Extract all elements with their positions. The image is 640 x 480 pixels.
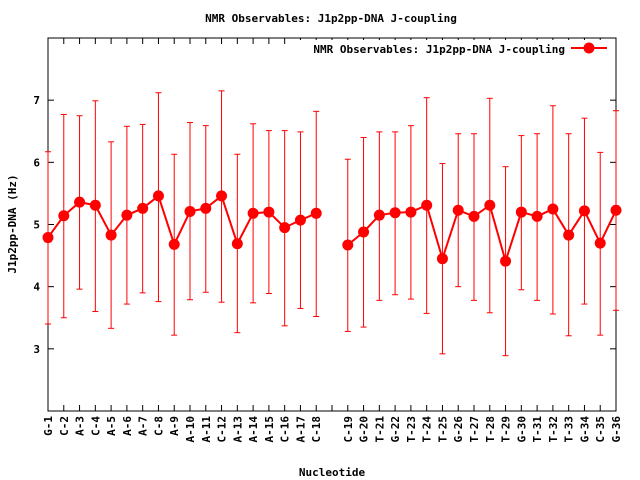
series-line xyxy=(347,203,617,265)
x-tick-label: A-11 xyxy=(200,416,213,443)
x-tick-label: T-27 xyxy=(468,416,481,443)
y-ticks: 3 4 5 6 7 xyxy=(33,94,616,356)
x-tick-label: T-32 xyxy=(547,416,560,443)
data-point xyxy=(279,222,291,234)
x-tick-label: T-25 xyxy=(436,416,449,443)
x-tick-label: A-6 xyxy=(121,416,134,436)
data-point xyxy=(294,214,306,226)
x-tick-label: A-3 xyxy=(74,416,87,436)
data-point xyxy=(405,206,417,218)
data-point xyxy=(531,210,543,222)
x-tick-label: G-36 xyxy=(610,416,623,443)
data-point xyxy=(484,199,496,211)
x-tick-label: C-12 xyxy=(216,416,229,443)
x-tick-label: A-7 xyxy=(137,416,150,436)
x-axis-label: Nucleotide xyxy=(299,466,366,479)
data-point xyxy=(184,205,196,217)
data-point xyxy=(247,207,259,219)
x-tick-label: C-18 xyxy=(310,416,323,443)
series-line xyxy=(47,194,317,248)
data-point xyxy=(310,207,322,219)
data-point xyxy=(74,196,86,208)
data-point xyxy=(389,207,401,219)
y-tick-label: 7 xyxy=(33,94,40,107)
x-tick-label: C-35 xyxy=(594,416,607,443)
x-tick-label: T-31 xyxy=(531,416,544,443)
data-point xyxy=(263,206,275,218)
data-point xyxy=(58,210,70,222)
data-point xyxy=(89,199,101,211)
x-tick-label: A-10 xyxy=(184,416,197,443)
x-tick-label: G-34 xyxy=(578,416,591,443)
x-tick-label: A-15 xyxy=(263,416,276,443)
x-tick-label: G-1 xyxy=(42,416,55,436)
legend-label: NMR Observables: J1p2pp-DNA J-coupling xyxy=(313,43,565,56)
data-point xyxy=(594,237,606,249)
x-tick-label: C-2 xyxy=(58,416,71,436)
x-tick-label: A-9 xyxy=(168,416,181,436)
x-tick-label: A-17 xyxy=(294,416,307,443)
x-tick-label: G-26 xyxy=(452,416,465,443)
data-point xyxy=(578,205,590,217)
data-point xyxy=(105,229,117,241)
data-point xyxy=(342,239,354,251)
x-tick-label: C-4 xyxy=(89,416,102,436)
x-tick-label: T-29 xyxy=(500,416,513,443)
data-point xyxy=(547,203,559,215)
legend: NMR Observables: J1p2pp-DNA J-coupling xyxy=(294,40,614,58)
x-ticks: G-1 C-2 A-3 C-4 A-5 A-6 A-7 C-8 A-9 A-10 A-11 C-12 A… xyxy=(42,38,623,443)
data-point xyxy=(436,253,448,265)
legend-background xyxy=(294,40,614,58)
data-point xyxy=(168,238,180,250)
y-tick-label: 4 xyxy=(33,281,40,294)
data-point xyxy=(42,232,54,244)
plot-frame xyxy=(47,37,617,412)
y-tick-label: 3 xyxy=(33,343,40,356)
data-point xyxy=(216,190,228,202)
x-tick-label: A-14 xyxy=(247,416,260,443)
data-point xyxy=(452,204,464,216)
y-tick-label: 5 xyxy=(33,219,40,232)
series-lines xyxy=(47,194,617,265)
data-point xyxy=(200,202,212,214)
x-tick-label: C-19 xyxy=(342,416,355,443)
x-tick-label: C-16 xyxy=(279,416,292,443)
data-point xyxy=(358,226,370,238)
x-tick-label: G-20 xyxy=(358,416,371,443)
y-axis-label: J1p2pp-DNA (Hz) xyxy=(6,174,19,273)
x-tick-label: T-21 xyxy=(373,416,386,443)
x-tick-label: C-8 xyxy=(152,416,165,436)
y-tick-label: 6 xyxy=(33,156,40,169)
data-point xyxy=(373,209,385,221)
data-point xyxy=(468,210,480,222)
y-axis-label-group: J1p2pp-DNA (Hz) xyxy=(6,174,19,273)
data-point xyxy=(137,202,149,214)
data-point xyxy=(515,206,527,218)
x-tick-label: A-5 xyxy=(105,416,118,436)
legend-marker xyxy=(583,42,595,54)
data-point xyxy=(610,204,622,216)
x-tick-label: A-13 xyxy=(231,416,244,443)
x-tick-label: G-30 xyxy=(515,416,528,443)
chart-title: NMR Observables: J1p2pp-DNA J-coupling xyxy=(205,12,457,25)
x-tick-label: T-23 xyxy=(405,416,418,443)
x-tick-label: G-22 xyxy=(389,416,402,443)
data-point xyxy=(152,190,164,202)
data-point xyxy=(500,255,512,267)
data-point xyxy=(563,229,575,241)
x-tick-label: T-24 xyxy=(421,416,434,443)
error-bars xyxy=(45,90,619,357)
data-point xyxy=(121,209,133,221)
data-points xyxy=(42,190,622,267)
data-point xyxy=(231,238,243,250)
data-point xyxy=(421,199,433,211)
x-tick-label: T-28 xyxy=(484,416,497,443)
x-tick-label: T-33 xyxy=(563,416,576,443)
